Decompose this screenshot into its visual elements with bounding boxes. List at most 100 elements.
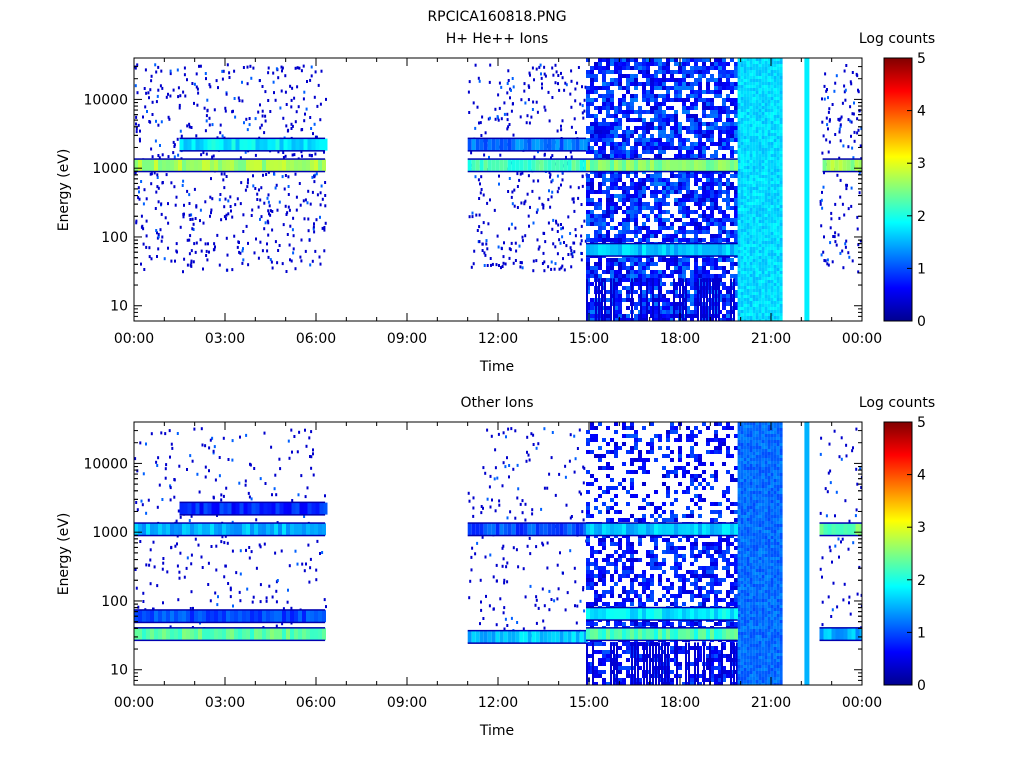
heatmap-cell xyxy=(710,206,714,210)
heatmap-cell xyxy=(179,225,182,229)
heatmap-cell xyxy=(698,194,702,198)
heatmap-cell xyxy=(662,110,666,114)
heatmap-cell xyxy=(740,310,744,313)
energy-band-cell xyxy=(266,159,270,172)
heatmap-cell xyxy=(598,62,602,66)
heatmap-cell xyxy=(770,124,774,127)
heatmap-cell xyxy=(610,182,614,186)
heatmap-cell xyxy=(737,91,741,94)
y-tick-label: 1000 xyxy=(92,161,128,177)
heatmap-cell xyxy=(234,115,237,119)
heatmap-cell xyxy=(776,232,780,235)
heatmap-cell xyxy=(239,599,242,603)
energy-band-cell xyxy=(714,243,718,256)
heatmap-cell xyxy=(551,227,554,231)
heatmap-cell xyxy=(743,100,747,103)
heatmap-cell xyxy=(590,90,594,94)
heatmap-cell xyxy=(749,178,753,181)
heatmap-cell xyxy=(698,202,702,206)
heatmap-cell xyxy=(730,186,734,190)
heatmap-cell xyxy=(722,74,726,78)
heatmap-cell xyxy=(764,61,768,64)
heatmap-cell xyxy=(622,230,626,234)
heatmap-cell xyxy=(280,549,283,553)
heatmap-cell xyxy=(722,266,726,270)
heatmap-cell xyxy=(501,265,504,268)
heatmap-cell xyxy=(773,238,777,241)
heatmap-cell xyxy=(710,106,714,110)
heatmap-cell xyxy=(844,98,847,102)
heatmap-cell xyxy=(694,202,698,206)
heatmap-cell xyxy=(773,298,777,301)
heatmap-cell xyxy=(752,163,756,166)
heatmap-cell xyxy=(654,262,658,266)
heatmap-cell xyxy=(610,62,614,66)
heatmap-cell xyxy=(543,269,546,273)
heatmap-cell xyxy=(776,178,780,181)
heatmap-cell xyxy=(536,238,539,242)
heatmap-cell xyxy=(773,256,777,259)
heatmap-cell xyxy=(743,91,747,94)
heatmap-cell xyxy=(770,286,774,289)
heatmap-cell xyxy=(737,247,741,250)
heatmap-cell xyxy=(654,282,658,286)
heatmap-cell xyxy=(269,110,272,113)
heatmap-cell xyxy=(618,222,622,226)
heatmap-cell xyxy=(266,196,269,200)
heatmap-cell xyxy=(654,186,658,190)
heatmap-cell xyxy=(773,76,777,79)
heatmap-cell xyxy=(859,144,862,148)
heatmap-cell xyxy=(740,130,744,133)
heatmap-cell xyxy=(737,160,741,163)
energy-band-cell xyxy=(650,159,654,172)
heatmap-cell xyxy=(226,268,229,272)
heatmap-cell xyxy=(606,106,610,110)
heatmap-cell xyxy=(686,130,690,134)
heatmap-cell xyxy=(674,146,678,150)
heatmap-cell xyxy=(776,235,780,238)
heatmap-cell xyxy=(779,217,783,220)
heatmap-cell xyxy=(752,190,756,193)
heatmap-cell xyxy=(761,118,765,121)
energy-band-cell xyxy=(203,138,208,151)
heatmap-cell xyxy=(770,304,774,307)
heatmap-cell xyxy=(581,174,584,178)
heatmap-cell xyxy=(271,266,274,270)
heatmap-cell xyxy=(740,166,744,169)
heatmap-cell xyxy=(670,114,674,118)
heatmap-cell xyxy=(511,102,514,106)
heatmap-cell xyxy=(746,202,750,205)
heatmap-cell xyxy=(779,112,783,115)
heatmap-cell xyxy=(630,102,634,106)
heatmap-cell xyxy=(581,111,584,115)
heatmap-cell xyxy=(702,106,706,110)
heatmap-cell xyxy=(264,482,267,485)
heatmap-cell xyxy=(561,178,564,182)
heatmap-cell xyxy=(199,64,202,68)
heatmap-cell xyxy=(718,118,722,122)
heatmap-cell xyxy=(734,74,738,78)
heatmap-cell xyxy=(749,88,753,91)
heatmap-cell xyxy=(182,90,185,94)
heatmap-cell xyxy=(714,82,718,86)
heatmap-cell xyxy=(740,154,744,157)
heatmap-cell xyxy=(770,214,774,217)
heatmap-cell xyxy=(138,190,140,194)
heatmap-cell xyxy=(767,163,771,166)
heatmap-cell xyxy=(839,195,842,199)
heatmap-cell xyxy=(776,169,780,172)
heatmap-cell xyxy=(752,241,756,244)
heatmap-cell xyxy=(749,262,753,265)
heatmap-cell xyxy=(554,245,557,249)
heatmap-cell xyxy=(224,564,227,568)
heatmap-cell xyxy=(752,79,756,82)
heatmap-cell xyxy=(630,106,634,110)
heatmap-cell xyxy=(548,171,551,174)
heatmap-cell xyxy=(770,265,774,268)
heatmap-cell xyxy=(212,248,215,252)
heatmap-cell xyxy=(755,238,759,241)
heatmap-cell xyxy=(764,94,768,97)
heatmap-cell xyxy=(776,247,780,250)
heatmap-cell xyxy=(749,58,753,61)
energy-band-cell xyxy=(495,138,500,151)
